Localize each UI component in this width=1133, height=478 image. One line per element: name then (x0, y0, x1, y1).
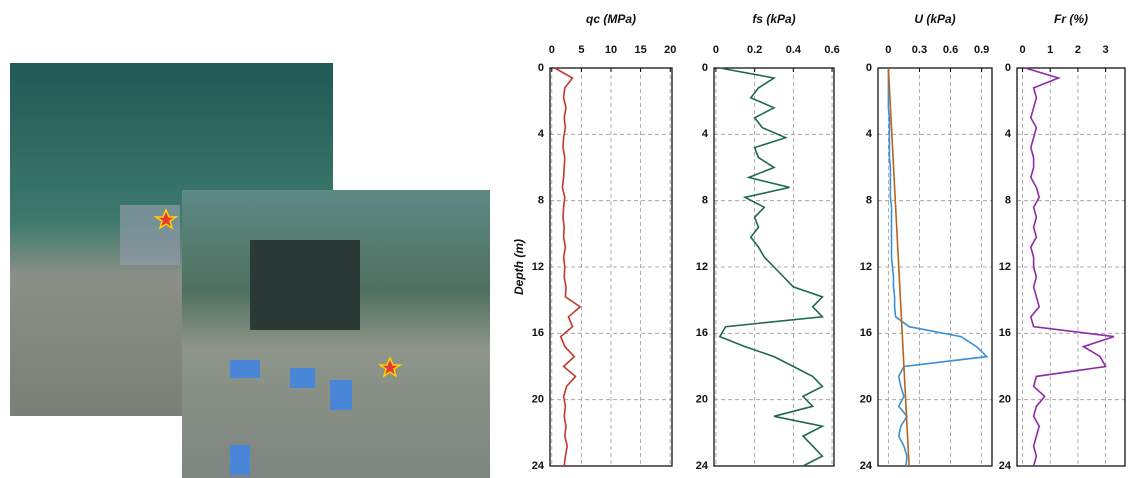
y-tick-label: 8 (866, 195, 872, 207)
warehouse (290, 368, 315, 388)
site-star (377, 356, 403, 378)
chart-title: fs (kPa) (752, 12, 795, 26)
profile-line (718, 67, 825, 467)
y-tick-label: 24 (860, 460, 873, 472)
x-tick-label: 5 (578, 44, 584, 56)
x-tick-label: 0.6 (824, 44, 839, 56)
x-tick-label: 2 (1075, 44, 1081, 56)
y-tick-label: 4 (702, 128, 709, 140)
y-tick-label: 20 (696, 394, 708, 406)
y-tick-label: 16 (860, 327, 872, 339)
y-tick-label: 12 (999, 261, 1011, 273)
y-tick-label: 24 (999, 460, 1012, 472)
y-tick-label: 0 (538, 62, 544, 74)
y-tick-label: 8 (702, 195, 708, 207)
profile-line (554, 67, 582, 467)
x-tick-label: 0.9 (974, 44, 989, 56)
y-tick-label: 24 (696, 460, 709, 472)
warehouse (230, 445, 250, 475)
y-tick-label: 8 (1005, 195, 1011, 207)
port-area (120, 205, 180, 265)
plot-frame (713, 67, 835, 467)
y-tick-label: 0 (702, 62, 708, 74)
x-tick-label: 0 (713, 44, 719, 56)
y-tick-label: 16 (999, 327, 1011, 339)
y-tick-label: 4 (866, 128, 873, 140)
x-tick-label: 0.6 (943, 44, 958, 56)
y-tick-label: 12 (696, 261, 708, 273)
warehouse (230, 360, 260, 378)
x-tick-label: 10 (605, 44, 617, 56)
chart-title: qc (MPa) (586, 12, 636, 26)
y-tick-label: 4 (538, 128, 545, 140)
x-tick-label: 3 (1103, 44, 1109, 56)
x-tick-label: 0.2 (747, 44, 762, 56)
plot-frame (1016, 67, 1126, 467)
y-tick-label: 24 (532, 460, 545, 472)
x-tick-label: 0.4 (786, 44, 802, 56)
profile-line (1025, 67, 1115, 467)
y-tick-label: 20 (999, 394, 1011, 406)
y-tick-label: 8 (538, 195, 544, 207)
y-tick-label: 20 (532, 394, 544, 406)
x-tick-label: 0 (885, 44, 891, 56)
cpt-panel: U (kPa) 0 0.3 0.6 0.9 0 4 8 12 16 20 24 (860, 12, 993, 472)
x-tick-label: 1 (1047, 44, 1053, 56)
warehouse (330, 380, 352, 410)
x-tick-label: 0 (549, 44, 555, 56)
y-tick-label: 0 (1005, 62, 1011, 74)
x-tick-label: 0 (1019, 44, 1025, 56)
profile-line (887, 67, 910, 467)
y-tick-label: 4 (1005, 128, 1012, 140)
basin (250, 240, 360, 330)
plot-frame (549, 67, 673, 467)
y-tick-label: 12 (860, 261, 872, 273)
y-tick-label: 16 (696, 327, 708, 339)
y-tick-label: 12 (532, 261, 544, 273)
y-tick-label: 20 (860, 394, 872, 406)
y-tick-label: 0 (866, 62, 872, 74)
x-tick-label: 0.3 (912, 44, 927, 56)
y-tick-label: 16 (532, 327, 544, 339)
y-axis-label: Depth (m) (512, 239, 526, 295)
satellite-images (10, 63, 490, 478)
x-tick-label: 15 (634, 44, 646, 56)
profile-line (887, 68, 989, 467)
map-detail (182, 190, 490, 478)
chart-title: U (kPa) (914, 12, 955, 26)
cpt-panel: fs (kPa) 0 0.2 0.4 0.6 0 4 8 12 16 20 24 (696, 12, 840, 472)
plot-frame (877, 67, 993, 467)
cpt-panel: qc (MPa) Depth (m) 0 5 10 15 20 0 4 8 12 16 20 24 (512, 12, 676, 472)
site-star (153, 208, 179, 230)
x-tick-label: 20 (664, 44, 676, 56)
chart-title: Fr (%) (1054, 12, 1088, 26)
